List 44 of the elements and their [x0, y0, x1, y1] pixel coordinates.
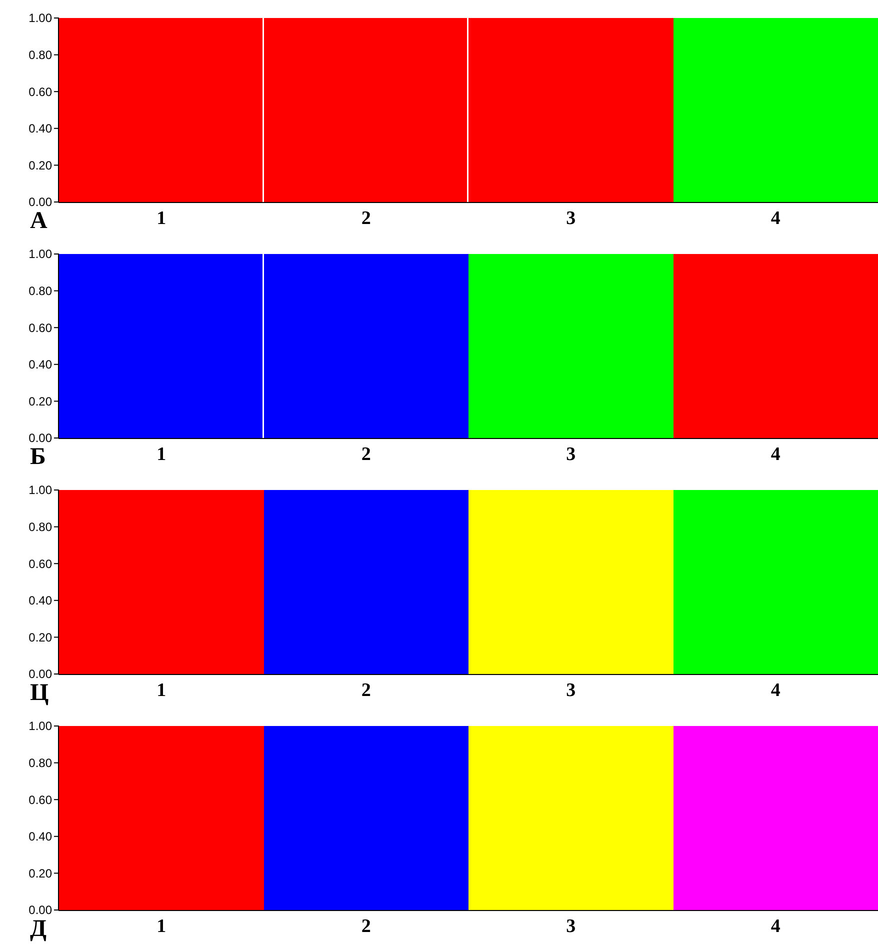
y-tick-label: 0.80	[28, 756, 52, 770]
y-tick-label: 0.60	[28, 84, 52, 99]
x-tick-label: 3	[566, 916, 576, 937]
y-tick-label: 0.80	[28, 284, 52, 298]
y-tick-label: 0.40	[28, 594, 52, 608]
y-tick-label: 1.00	[28, 247, 52, 262]
x-tick-label: 2	[361, 680, 371, 701]
y-tick-label: 0.20	[28, 630, 52, 644]
x-tick-label: 2	[361, 916, 371, 937]
y-tick-label: 0.40	[28, 358, 52, 372]
text: Б	[30, 444, 46, 470]
y-tick-label: 0.60	[28, 556, 52, 571]
text: Ц	[30, 680, 49, 706]
x-tick-label: 4	[770, 208, 781, 229]
y-tick-label: 0.00	[28, 195, 52, 210]
x-tick-label: 3	[566, 680, 576, 701]
y-tick-label: 0.00	[28, 431, 52, 446]
y-tick-label: 1.00	[28, 483, 52, 498]
y-tick-label: 0.00	[28, 903, 52, 918]
text: Д	[30, 916, 47, 942]
y-tick-label: 0.40	[28, 830, 52, 844]
y-tick-label: 1.00	[28, 11, 52, 26]
x-tick-label: 4	[770, 680, 781, 701]
y-tick-label: 1.00	[28, 719, 52, 734]
x-tick-label: 3	[566, 208, 576, 229]
x-tick-label: 4	[770, 444, 781, 465]
x-tick-label: 1	[156, 916, 166, 937]
y-tick-label: 0.60	[28, 792, 52, 807]
x-tick-label: 3	[566, 444, 576, 465]
y-tick-label: 0.20	[28, 394, 52, 408]
y-tick-label: 0.60	[28, 320, 52, 335]
x-tick-label: 1	[156, 444, 166, 465]
text: А	[30, 208, 48, 234]
x-tick-label: 1	[156, 680, 166, 701]
y-tick-label: 0.00	[28, 667, 52, 682]
x-tick-label: 2	[361, 208, 371, 229]
y-tick-label: 0.20	[28, 158, 52, 172]
y-tick-label: 0.20	[28, 866, 52, 880]
y-tick-label: 0.40	[28, 122, 52, 136]
y-tick-label: 0.80	[28, 48, 52, 62]
x-tick-label: 4	[770, 916, 781, 937]
x-tick-label: 1	[156, 208, 166, 229]
x-tick-label: 2	[361, 444, 371, 465]
y-tick-label: 0.80	[28, 520, 52, 534]
